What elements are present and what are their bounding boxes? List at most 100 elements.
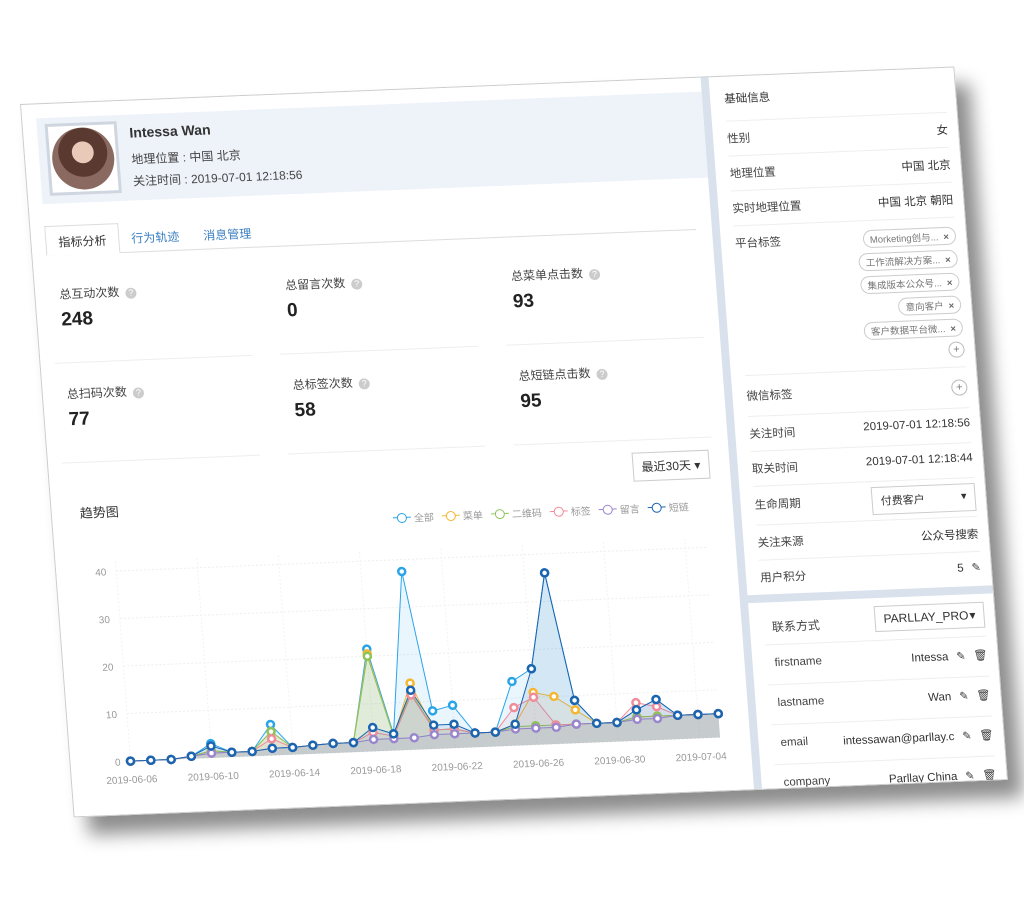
metric-label: 总菜单点击数 <box>510 266 584 284</box>
platform-tag: 工作流解决方案... × <box>858 249 959 272</box>
x-tick-label: 2019-06-10 <box>187 771 239 784</box>
profile-header: Intessa Wan 地理位置 : 中国 北京 关注时间 : 2019-07-… <box>36 91 709 205</box>
add-platform-tag-icon[interactable]: + <box>947 341 966 358</box>
legend-item[interactable]: 标签 <box>549 502 591 519</box>
field-label: 平台标签 <box>734 236 782 251</box>
lifecycle-select[interactable]: 付费客户 ▾ <box>870 482 977 516</box>
grid-line <box>521 545 538 745</box>
x-tick-label: 2019-06-30 <box>594 754 646 767</box>
data-point <box>507 676 517 687</box>
data-point <box>509 702 519 713</box>
platform-tag: 意向客户 × <box>897 295 962 316</box>
remove-tag-icon[interactable]: × <box>946 277 953 289</box>
legend-marker-icon <box>647 502 666 513</box>
grid-line <box>684 538 701 739</box>
tab-behavior[interactable]: 行为轨迹 <box>130 229 180 246</box>
contact-row: company Parllay China ✎ 🗑 <box>774 756 999 806</box>
trash-icon[interactable]: 🗑 <box>979 729 994 742</box>
data-point <box>571 719 582 729</box>
data-point <box>266 734 277 744</box>
field-label: 关注时间 <box>748 427 796 441</box>
field-label: firstname <box>774 655 823 670</box>
legend-marker-icon <box>490 508 509 519</box>
remove-tag-icon[interactable]: × <box>948 300 955 312</box>
help-icon[interactable]: ? <box>132 387 145 399</box>
metric-card: 总留言次数? 0 <box>272 247 479 355</box>
tab-messages[interactable]: 消息管理 <box>202 226 252 243</box>
y-tick-label: 10 <box>106 710 118 721</box>
x-tick-label: 2019-07-04 <box>675 751 727 764</box>
help-icon[interactable]: ? <box>358 378 371 390</box>
tag-label: 意向客户 <box>905 301 945 314</box>
edit-pencil-icon[interactable]: ✎ <box>955 650 967 663</box>
tag-label: 集成版本公众号... <box>867 278 943 293</box>
legend-item[interactable]: 菜单 <box>441 507 484 524</box>
help-icon[interactable]: ? <box>596 368 608 381</box>
data-point <box>388 729 399 739</box>
help-icon[interactable]: ? <box>350 278 363 290</box>
data-point <box>267 743 278 753</box>
edit-pencil-icon[interactable]: ✎ <box>971 561 982 575</box>
field-label: 生命周期 <box>754 498 802 512</box>
trash-icon[interactable]: 🗑 <box>976 689 991 703</box>
remove-tag-icon[interactable]: × <box>949 323 957 335</box>
data-point <box>287 742 298 753</box>
contact-list: firstname Intessa ✎ 🗑 lastname Wan ✎ 🗑 email inte… <box>765 636 999 806</box>
contact-source-select[interactable]: PARLLAY_PRO ▾ <box>873 601 986 633</box>
remove-tag-icon[interactable]: × <box>943 231 950 244</box>
help-icon[interactable]: ? <box>125 287 137 299</box>
grid-line <box>196 558 213 758</box>
data-point <box>447 700 458 711</box>
data-point <box>186 751 197 762</box>
data-point <box>570 705 581 715</box>
y-tick-label: 30 <box>98 615 110 626</box>
legend-label: 留言 <box>619 504 641 517</box>
legend-item[interactable]: 短链 <box>647 499 689 516</box>
data-point <box>632 714 642 725</box>
trash-icon[interactable]: 🗑 <box>982 769 997 782</box>
remove-tag-icon[interactable]: × <box>944 254 952 266</box>
x-tick-label: 2019-06-18 <box>350 764 402 777</box>
series-area <box>130 695 721 762</box>
edit-pencil-icon[interactable]: ✎ <box>961 730 973 743</box>
edit-pencil-icon[interactable]: ✎ <box>964 770 976 783</box>
legend-item[interactable]: 留言 <box>598 500 640 517</box>
avatar-photo <box>49 126 117 191</box>
field-value: intessawan@parllay.c <box>842 731 955 748</box>
add-wechat-tag-icon[interactable]: + <box>950 379 968 396</box>
tab-metrics[interactable]: 指标分析 <box>44 223 121 257</box>
basic-info-section: 基础信息 性别 女 地理位置 中国 北京 实时地理位置 中国 北京 朝阳 平台标签 M… <box>708 67 995 596</box>
grid-line <box>277 554 294 755</box>
field-label: 性别 <box>726 132 751 146</box>
data-point <box>125 756 136 766</box>
trash-icon[interactable]: 🗑 <box>973 649 988 663</box>
field-value: 女 <box>936 124 949 138</box>
profile-follow-time: 关注时间 : 2019-07-01 12:18:56 <box>132 167 303 189</box>
data-point <box>328 738 338 749</box>
metric-value: 248 <box>60 308 94 331</box>
legend-item[interactable]: 二维码 <box>490 504 543 521</box>
data-point <box>146 755 156 766</box>
data-point <box>526 663 537 674</box>
date-range-value: 最近30天 <box>641 458 692 475</box>
caret-down-icon: ▾ <box>968 608 976 623</box>
tag-label: 客户数据平台微... <box>870 324 946 339</box>
legend-marker-icon <box>598 504 617 515</box>
data-point <box>227 747 237 758</box>
metric-value: 77 <box>68 408 91 431</box>
data-point <box>427 706 438 716</box>
data-point <box>409 733 420 743</box>
field-value: 中国 北京 朝阳 <box>877 194 954 210</box>
platform-tags-row: 平台标签 Morketing创与... × 工作流解决方案... × 集成版本公众号..… <box>733 217 966 377</box>
metric-card: 总标签次数? 58 <box>280 346 486 455</box>
help-icon[interactable]: ? <box>588 268 601 281</box>
data-point <box>693 709 703 720</box>
metric-label: 总互动次数 <box>58 285 120 302</box>
edit-pencil-icon[interactable]: ✎ <box>958 690 970 703</box>
series-area <box>130 653 721 762</box>
section-title: 基础信息 <box>723 91 771 106</box>
metric-value: 93 <box>512 290 535 313</box>
tag-label: Morketing创与... <box>869 232 939 246</box>
date-range-select[interactable]: 最近30天 ▾ <box>631 449 711 482</box>
legend-item[interactable]: 全部 <box>392 509 435 526</box>
